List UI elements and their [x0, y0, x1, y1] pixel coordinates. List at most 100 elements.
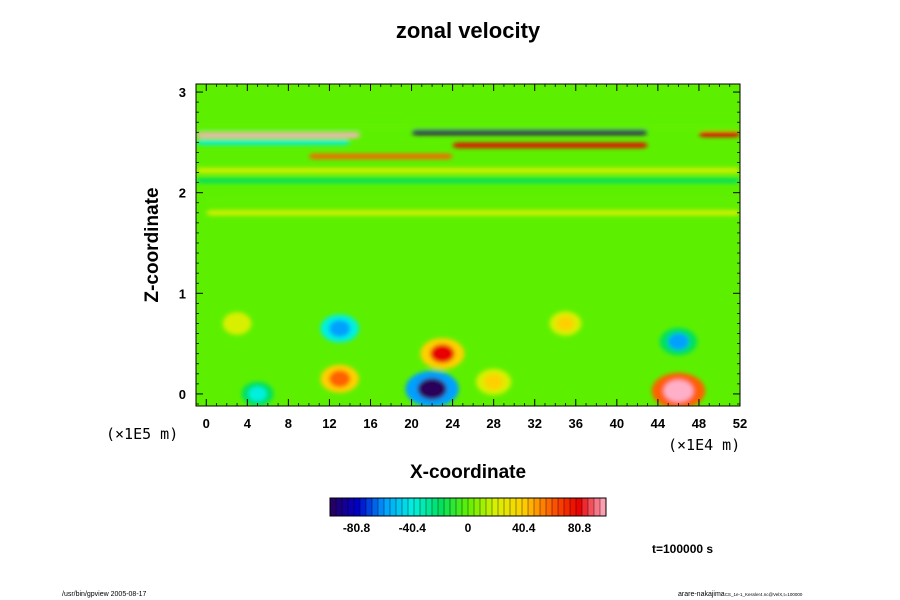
y-axis: 0 1 2 3 — [179, 85, 740, 405]
field-blob-core — [430, 344, 455, 364]
field-band — [196, 132, 361, 138]
y-tick-label: 1 — [179, 286, 186, 301]
x-tick-label: 52 — [733, 416, 747, 431]
colorbar-strip — [582, 498, 589, 516]
footer-right: arare-nakajimaCS_1e-1_Kessler4.nc@VelX,t… — [678, 591, 803, 598]
colorbar-strip — [378, 498, 385, 516]
colorbar-strip — [348, 498, 355, 516]
field-blob-core — [248, 386, 267, 402]
colorbar-strip — [486, 498, 493, 516]
colorbar-strip — [444, 498, 451, 516]
field-band — [206, 198, 740, 204]
colorbar-frame — [329, 497, 607, 517]
x-tick-label: 20 — [404, 416, 418, 431]
colorbar-strip — [408, 498, 415, 516]
y-tick-label: 3 — [179, 85, 186, 100]
colorbar-strip — [360, 498, 367, 516]
plot-frame — [195, 83, 741, 407]
colorbar-ticks: -80.8 -40.4 0 40.4 80.8 — [343, 521, 592, 535]
colorbar-tick-label: 80.8 — [568, 521, 592, 535]
colorbar-tick-label: 40.4 — [512, 521, 536, 535]
field-blob-core — [483, 373, 504, 390]
y-tick-label: 2 — [179, 186, 186, 201]
colorbar-strip — [558, 498, 565, 516]
colorbar-strip — [492, 498, 499, 516]
colorbar-strip — [522, 498, 529, 516]
x-tick-label: 40 — [610, 416, 624, 431]
colorbar-strip — [432, 498, 439, 516]
colorbar-strip — [336, 498, 343, 516]
field-blob-core — [556, 316, 575, 331]
colorbar-strip — [480, 498, 487, 516]
x-tick-label: 24 — [445, 416, 460, 431]
x-tick-label: 48 — [692, 416, 706, 431]
field-band — [196, 139, 350, 145]
colorbar-strip — [528, 498, 535, 516]
colorbar-strip — [366, 498, 373, 516]
footer-left: /usr/bin/gpview 2005-08-17 — [62, 591, 147, 598]
colorbar-strip — [420, 498, 427, 516]
colorbar-strips — [330, 498, 607, 516]
field-features — [196, 124, 740, 406]
colorbar-strip — [546, 498, 553, 516]
colorbar-strip — [540, 498, 547, 516]
colorbar-strip — [510, 498, 517, 516]
colorbar-strip — [390, 498, 397, 516]
colorbar-strip — [594, 498, 601, 516]
colorbar-strip — [468, 498, 475, 516]
field-blob-core — [417, 378, 447, 400]
colorbar-strip — [354, 498, 361, 516]
colorbar-tick-label: 0 — [465, 521, 472, 535]
colorbar-strip — [330, 498, 337, 516]
field-band — [308, 153, 453, 159]
field-blob-core — [663, 380, 694, 402]
field-band — [411, 129, 648, 135]
colorbar: -80.8 -40.4 0 40.4 80.8 — [329, 497, 607, 535]
colorbar-strip — [396, 498, 403, 516]
field-band — [206, 210, 740, 216]
x-tick-label: 0 — [203, 416, 210, 431]
colorbar-tick-label: -40.4 — [399, 521, 427, 535]
colorbar-strip — [504, 498, 511, 516]
colorbar-strip — [474, 498, 481, 516]
x-tick-label: 44 — [651, 416, 666, 431]
x-tick-label: 8 — [285, 416, 292, 431]
colorbar-strip — [426, 498, 433, 516]
colorbar-strip — [450, 498, 457, 516]
colorbar-strip — [438, 498, 445, 516]
colorbar-strip — [414, 498, 421, 516]
field-blob-core — [668, 333, 689, 350]
field-blob-core — [229, 316, 245, 331]
field-blob-core — [329, 320, 351, 337]
colorbar-strip — [498, 498, 505, 516]
colorbar-strip — [516, 498, 523, 516]
colorbar-strip — [402, 498, 409, 516]
colorbar-strip — [456, 498, 463, 516]
y-scale-note: (×1E5 m) — [106, 425, 178, 443]
x-tick-label: 32 — [527, 416, 541, 431]
time-label: t=100000 s — [652, 542, 713, 556]
colorbar-strip — [588, 498, 595, 516]
chart-title: zonal velocity — [396, 18, 541, 43]
colorbar-strip — [372, 498, 379, 516]
colorbar-strip — [564, 498, 571, 516]
plot-area — [196, 84, 740, 406]
field-band — [196, 124, 740, 130]
colorbar-strip — [600, 498, 607, 516]
colorbar-strip — [570, 498, 577, 516]
colorbar-strip — [576, 498, 583, 516]
x-tick-label: 12 — [322, 416, 336, 431]
field-band — [452, 142, 648, 148]
field-band — [196, 168, 740, 174]
y-axis-label: Z-coordinate — [142, 187, 163, 302]
colorbar-tick-label: -80.8 — [343, 521, 371, 535]
footer-right-main: arare-nakajima — [678, 591, 725, 598]
field-band — [698, 131, 740, 137]
y-tick-label: 0 — [179, 387, 186, 402]
x-scale-note: (×1E4 m) — [668, 436, 740, 454]
x-tick-label: 4 — [244, 416, 252, 431]
colorbar-strip — [384, 498, 391, 516]
x-tick-label: 36 — [569, 416, 583, 431]
colorbar-strip — [462, 498, 469, 516]
